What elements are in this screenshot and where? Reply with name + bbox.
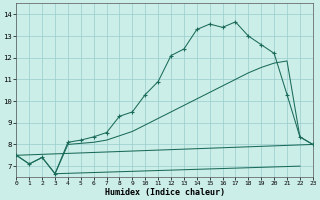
X-axis label: Humidex (Indice chaleur): Humidex (Indice chaleur): [105, 188, 225, 197]
